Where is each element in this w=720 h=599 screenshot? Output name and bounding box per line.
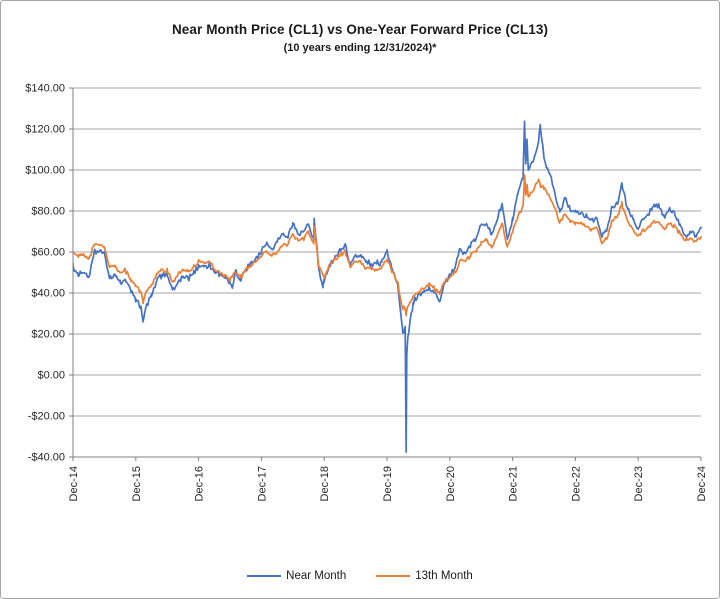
y-tick-label: $0.00 (37, 370, 65, 382)
y-tick-label: $60.00 (31, 247, 65, 259)
legend-line-swatch (247, 575, 282, 577)
x-tick-label: Dec-14 (68, 466, 80, 501)
legend-item-near-month: Near Month (247, 570, 346, 582)
y-tick-label: $140.00 (25, 83, 65, 95)
y-tick-label: $120.00 (25, 124, 65, 136)
x-tick-label: Dec-21 (508, 466, 520, 501)
legend-item-13th-month: 13th Month (376, 570, 473, 582)
y-tick-label: $80.00 (31, 206, 65, 218)
x-tick-label: Dec-15 (131, 466, 143, 501)
y-tick-label: -$40.00 (28, 452, 65, 464)
x-tick-label: Dec-23 (633, 466, 645, 501)
legend-line-swatch (376, 575, 411, 577)
y-tick-label: $40.00 (31, 288, 65, 300)
y-tick-label: -$20.00 (28, 411, 65, 423)
series-line-near-month (73, 120, 702, 453)
x-tick-label: Dec-22 (570, 466, 582, 501)
x-tick-label: Dec-19 (382, 466, 394, 501)
x-tick-label: Dec-16 (194, 466, 206, 501)
legend-label: Near Month (286, 570, 347, 582)
series-line-13th-month (73, 174, 702, 317)
legend-label: 13th Month (415, 570, 473, 582)
x-tick-label: Dec-18 (319, 466, 331, 501)
y-tick-label: $20.00 (31, 329, 65, 341)
chart-title: Near Month Price (CL1) vs One-Year Forwa… (171, 22, 549, 37)
y-tick-label: $100.00 (25, 165, 65, 177)
x-tick-label: Dec-20 (445, 466, 457, 501)
x-tick-label: Dec-24 (696, 466, 708, 501)
chart-subtitle: (10 years ending 12/31/2024)* (283, 42, 437, 54)
chart-legend: Near Month 13th Month (1, 570, 719, 582)
x-tick-label: Dec-17 (256, 466, 268, 501)
